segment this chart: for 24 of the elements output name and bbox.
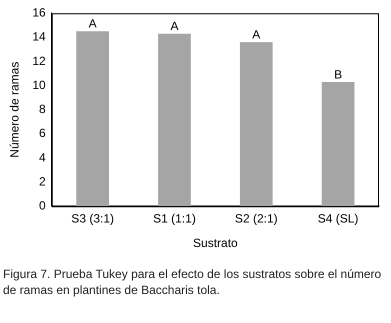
y-tick-label: 14 <box>32 30 46 44</box>
y-tick-label: 10 <box>32 78 46 92</box>
x-tick-label: S3 (3:1) <box>71 212 114 226</box>
annotation: A <box>170 19 178 34</box>
y-tick-label: 0 <box>39 198 46 213</box>
y-tick-label: 2 <box>39 174 46 188</box>
bar <box>240 42 273 206</box>
x-tick-label: S2 (2:1) <box>234 212 278 226</box>
bar <box>158 34 191 206</box>
y-axis-title: Número de ramas <box>8 62 22 158</box>
text: Figura 7. Prueba Tukey para el efecto de los sustratos sobre el número de ramas en plantines de Baccharis tola. <box>3 266 382 298</box>
bar <box>322 82 354 206</box>
y-tick-label: 8 <box>39 102 46 116</box>
x-axis-title: Sustrato <box>193 236 238 250</box>
annotation: A <box>88 16 97 31</box>
annotation: B <box>334 67 342 82</box>
x-tick-label: S1 (1:1) <box>153 212 196 226</box>
y-tick-label: 4 <box>39 150 46 164</box>
y-tick-label: 6 <box>39 126 46 140</box>
y-tick-label: 16 <box>32 6 46 20</box>
annotation: A <box>252 27 260 42</box>
bar <box>76 31 110 206</box>
y-tick-label: 12 <box>32 54 46 68</box>
x-tick-label: S4 (SL) <box>318 212 358 226</box>
